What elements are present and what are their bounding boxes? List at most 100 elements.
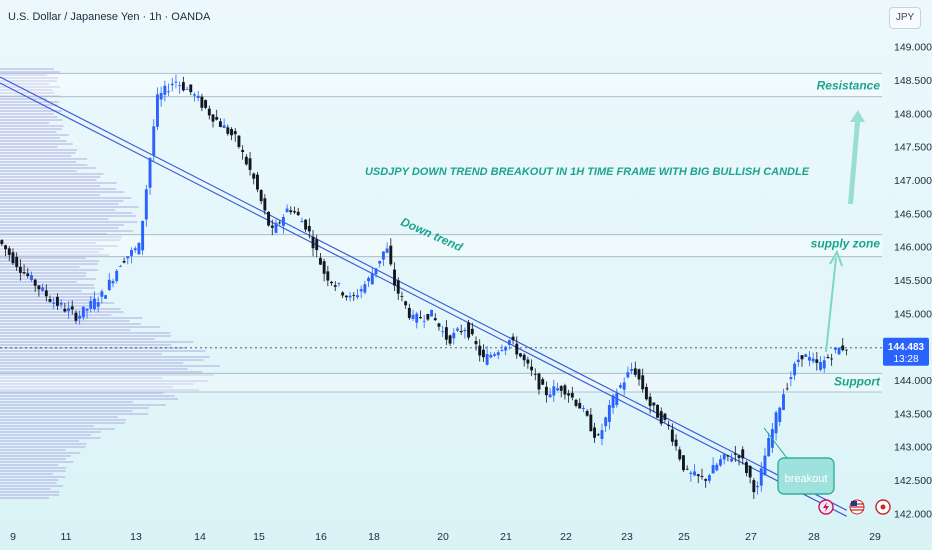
- candle-body: [196, 95, 200, 99]
- candle-body: [756, 485, 760, 488]
- candle-body: [533, 374, 537, 375]
- candle-body: [393, 269, 396, 286]
- candle-body: [430, 309, 434, 317]
- candle-body: [530, 366, 534, 371]
- volume-bar: [0, 479, 59, 481]
- volume-bar: [0, 332, 171, 334]
- candle-body: [318, 257, 322, 265]
- volume-bar: [0, 182, 117, 184]
- resistance-label: Resistance: [817, 78, 881, 92]
- volume-bar: [0, 368, 188, 370]
- candle-body: [78, 315, 82, 319]
- candle-body: [289, 210, 293, 213]
- headline-annotation: USDJPY DOWN TREND BREAKOUT IN 1H TIME FR…: [365, 166, 810, 178]
- price-tick-label: 149.000: [894, 42, 932, 54]
- volume-bar: [0, 218, 109, 220]
- candle-body: [15, 256, 19, 267]
- candle-body: [581, 407, 585, 409]
- candle-body: [222, 125, 226, 128]
- volume-bar: [0, 449, 66, 451]
- volume-bar: [0, 194, 100, 196]
- candle-body: [422, 320, 426, 322]
- candle-body: [237, 135, 241, 147]
- candle-body: [337, 283, 341, 284]
- price-axis[interactable]: 142.000 142.500 143.000 143.500 144.000 145.0…: [894, 42, 932, 521]
- candle-body: [152, 126, 156, 156]
- candle-body: [741, 449, 745, 459]
- candle-body: [785, 388, 789, 390]
- flag-canton-icon: [851, 501, 857, 506]
- candle-body: [467, 322, 471, 338]
- volume-bar: [0, 374, 214, 376]
- candle-body: [815, 359, 819, 363]
- candle-body: [7, 248, 11, 255]
- candle-body: [400, 296, 404, 297]
- candle-body: [800, 355, 804, 360]
- volume-bar: [0, 224, 125, 226]
- candle-body: [737, 455, 741, 458]
- candle-body: [418, 317, 422, 319]
- volume-bar: [0, 470, 66, 472]
- candle-body: [263, 198, 267, 211]
- candle-body: [570, 392, 574, 398]
- currency-button[interactable]: JPY: [889, 7, 921, 29]
- candle-body: [274, 222, 278, 233]
- candle-body: [370, 273, 374, 285]
- price-tick-label: 143.500: [894, 408, 932, 420]
- candle-body: [218, 121, 222, 127]
- candle-body: [507, 340, 511, 345]
- volume-bar: [0, 107, 51, 109]
- volume-bar: [0, 365, 220, 367]
- price-tick-label: 147.000: [894, 175, 932, 187]
- candle-body: [437, 323, 441, 327]
- volume-bar: [0, 185, 101, 187]
- candle-body: [230, 128, 233, 136]
- volume-bar: [0, 152, 76, 154]
- volume-bar: [0, 104, 58, 106]
- volume-bar: [0, 281, 77, 283]
- candle-body: [619, 385, 622, 388]
- candle-body: [544, 386, 548, 396]
- breakout-label: breakout: [785, 473, 828, 485]
- candle-body: [426, 314, 430, 320]
- candle-body: [637, 369, 641, 380]
- volume-bar: [0, 137, 60, 139]
- candle-body: [270, 225, 274, 228]
- candle-body: [333, 285, 337, 287]
- volume-bar: [0, 170, 77, 172]
- candle-body: [344, 295, 348, 298]
- trend-line: [0, 76, 847, 517]
- price-tick-label: 146.500: [894, 208, 932, 220]
- volume-bar: [0, 308, 121, 310]
- volume-bar: [0, 278, 96, 280]
- volume-bar: [0, 461, 74, 463]
- candle-body: [193, 94, 196, 96]
- volume-bar: [0, 146, 58, 148]
- candle-body: [622, 382, 626, 390]
- candle-body: [752, 480, 756, 493]
- volume-bar: [0, 311, 124, 313]
- candle-body: [407, 307, 411, 319]
- candle-body: [537, 373, 541, 390]
- volume-bar: [0, 314, 112, 316]
- volume-bar: [0, 161, 77, 163]
- volume-bar: [0, 260, 100, 262]
- candle-body: [389, 245, 393, 265]
- candle-body: [652, 402, 656, 406]
- candle-body: [641, 375, 645, 390]
- candle-body: [615, 393, 619, 405]
- candle-body: [37, 285, 41, 290]
- volume-bar: [0, 428, 115, 430]
- candle-body: [226, 127, 230, 134]
- time-axis[interactable]: 9 11 13 14 15 16 18 20 21 22 23 25 27 28 29: [10, 531, 881, 543]
- candle-body: [607, 405, 611, 422]
- candle-body: [70, 306, 74, 310]
- candle-body: [141, 220, 145, 251]
- time-tick-label: 22: [560, 531, 572, 543]
- candle-body: [830, 358, 834, 360]
- time-tick-label: 27: [745, 531, 757, 543]
- volume-bar: [0, 197, 132, 199]
- volume-bar: [0, 476, 66, 478]
- candle-body: [689, 472, 693, 474]
